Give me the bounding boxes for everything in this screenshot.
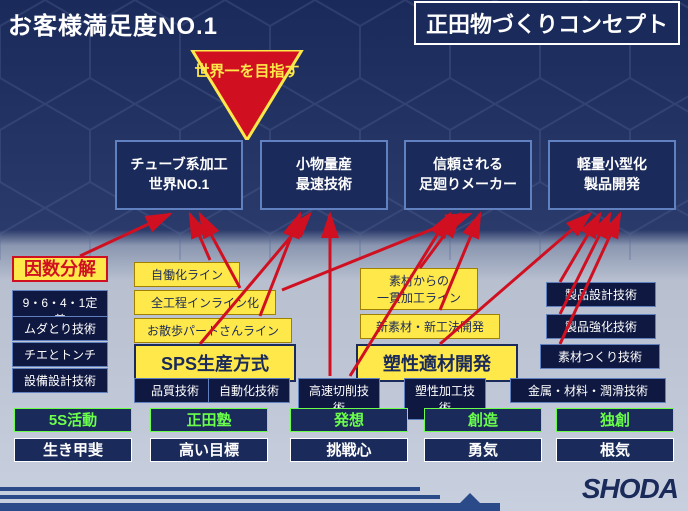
- apex-text: 世界一を目指す: [182, 60, 312, 81]
- factor-left-2: チエとトンチ: [12, 342, 108, 367]
- pillar-2: 信頼される足廻りメーカー: [404, 140, 532, 210]
- big-yellow-0: SPS生産方式: [134, 344, 296, 382]
- right-navy-1: 製品強化技術: [546, 314, 656, 339]
- foundation-green-0: 5S活動: [14, 408, 132, 432]
- ybox-left-2: お散歩パートさんライン: [134, 318, 292, 343]
- tech-1: 自動化技術: [208, 378, 290, 403]
- header-title: お客様満足度NO.1: [8, 6, 218, 41]
- foundation-white-1: 高い目標: [150, 438, 268, 462]
- apex-triangle: 世界一を目指す: [182, 50, 312, 140]
- header-subtitle: 正田物づくりコンセプト: [414, 1, 680, 45]
- footer-stripes: [0, 483, 500, 511]
- factor-title: 因数分解: [12, 256, 108, 282]
- ybox-left-0: 自働化ライン: [134, 262, 240, 287]
- factor-left-3: 設備設計技術: [12, 368, 108, 393]
- foundation-white-3: 勇気: [424, 438, 542, 462]
- big-yellow-1: 塑性適材開発: [356, 344, 518, 382]
- logo: SHODA: [582, 473, 678, 505]
- tech-4: 金属・材料・潤滑技術: [510, 378, 666, 403]
- foundation-green-2: 発想: [290, 408, 408, 432]
- pillar-1: 小物量産最速技術: [260, 140, 388, 210]
- foundation-green-4: 独創: [556, 408, 674, 432]
- foundation-white-0: 生き甲斐: [14, 438, 132, 462]
- foundation-white-2: 挑戦心: [290, 438, 408, 462]
- right-navy-0: 製品設計技術: [546, 282, 656, 307]
- ybox-right-0: 素材からの一貫加工ライン: [360, 268, 478, 310]
- pillar-0: チューブ系加工世界NO.1: [115, 140, 243, 210]
- ybox-right-1: 新素材・新工法開発: [360, 314, 500, 339]
- ybox-left-1: 全工程インライン化: [134, 290, 276, 315]
- right-navy-2: 素材つくり技術: [540, 344, 660, 369]
- foundation-green-1: 正田塾: [150, 408, 268, 432]
- header: お客様満足度NO.1 正田物づくりコンセプト: [8, 3, 680, 43]
- factor-left-1: ムダとり技術: [12, 316, 108, 341]
- pillar-3: 軽量小型化製品開発: [548, 140, 676, 210]
- foundation-white-4: 根気: [556, 438, 674, 462]
- foundation-green-3: 創造: [424, 408, 542, 432]
- tech-0: 品質技術: [134, 378, 216, 403]
